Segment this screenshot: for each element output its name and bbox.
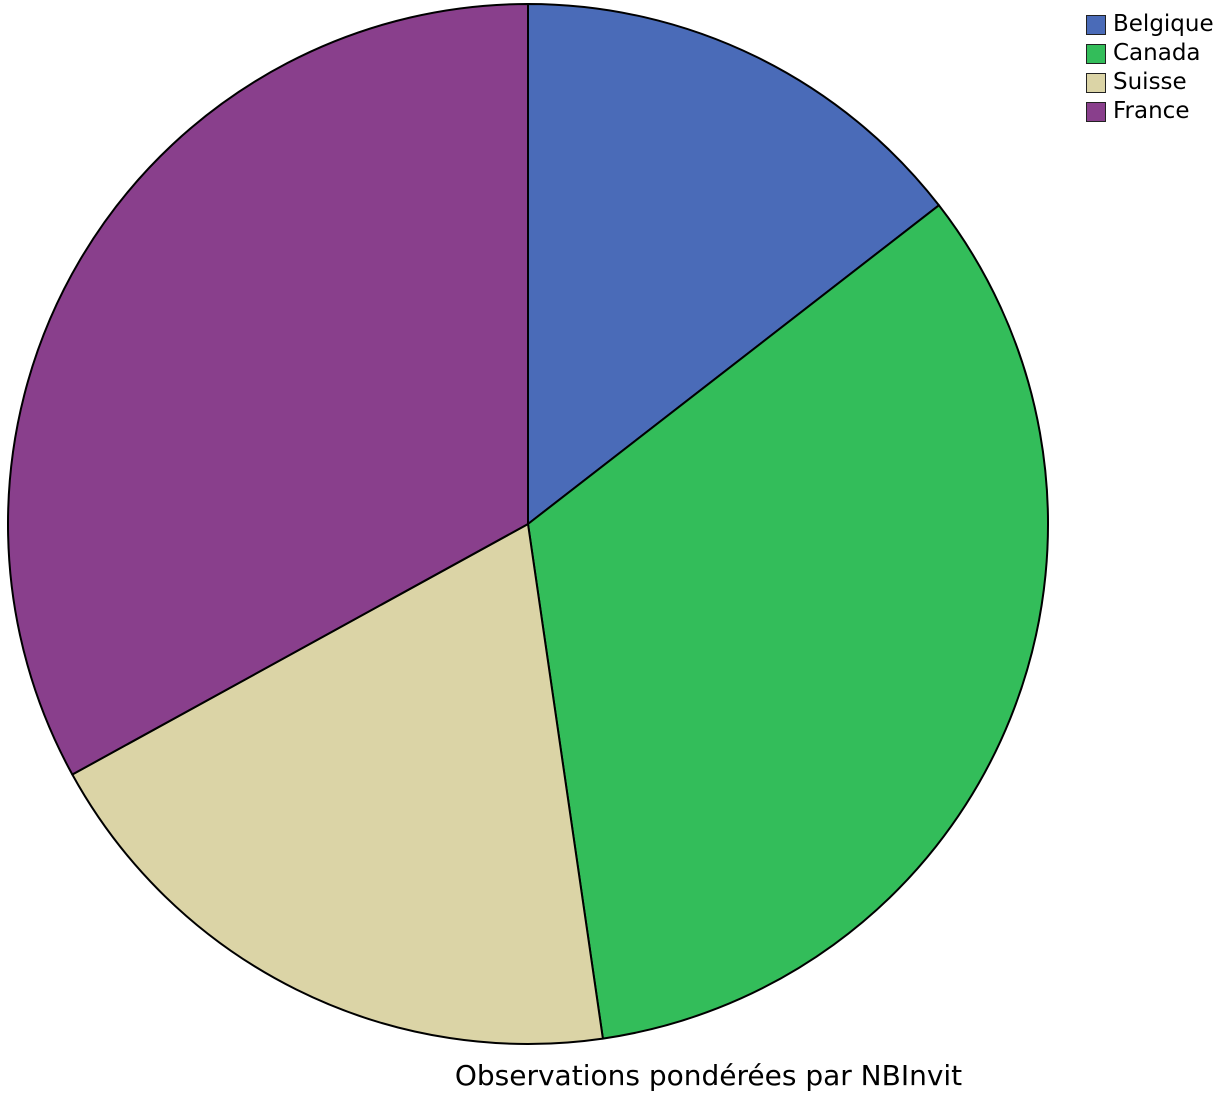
legend-label-suisse: Suisse [1113, 69, 1187, 95]
legend-item-france: France [1086, 97, 1214, 126]
legend-swatch-france [1086, 101, 1106, 122]
pie-slice-belgique [527, 3, 940, 525]
pie-slices [7, 3, 1049, 1045]
pie-slice-canada [527, 204, 1049, 1040]
legend-swatch-suisse [1086, 72, 1106, 93]
legend-item-suisse: Suisse [1086, 68, 1214, 97]
legend-label-belgique: Belgique [1113, 11, 1214, 37]
pie-slice-france [7, 3, 529, 776]
legend-label-france: France [1113, 98, 1190, 124]
legend-swatch-belgique [1086, 14, 1106, 35]
legend-label-canada: Canada [1113, 40, 1201, 66]
legend-item-canada: Canada [1086, 39, 1214, 68]
pie-slice-suisse [71, 523, 604, 1045]
legend-item-belgique: Belgique [1086, 10, 1214, 39]
chart-footnote: Observations pondérées par NBInvit [454, 1059, 963, 1092]
chart-legend: Belgique Canada Suisse France [1086, 10, 1214, 126]
legend-swatch-canada [1086, 43, 1106, 64]
